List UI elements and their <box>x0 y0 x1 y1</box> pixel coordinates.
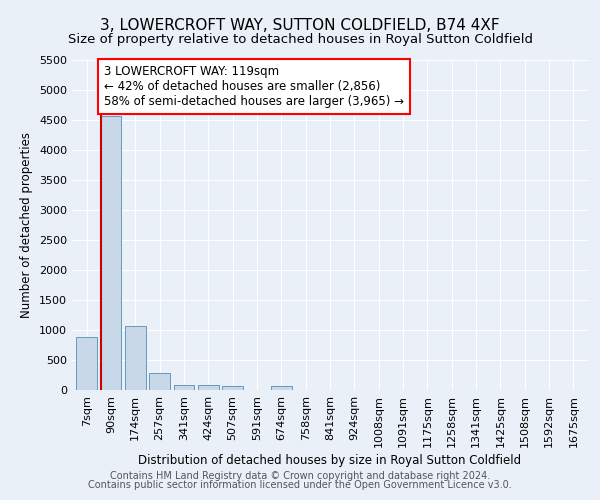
Text: Contains HM Land Registry data © Crown copyright and database right 2024.: Contains HM Land Registry data © Crown c… <box>110 471 490 481</box>
Text: Size of property relative to detached houses in Royal Sutton Coldfield: Size of property relative to detached ho… <box>67 32 533 46</box>
Bar <box>222 386 243 390</box>
Text: 3 LOWERCROFT WAY: 119sqm
← 42% of detached houses are smaller (2,856)
58% of sem: 3 LOWERCROFT WAY: 119sqm ← 42% of detach… <box>104 65 404 108</box>
Bar <box>101 116 121 390</box>
Bar <box>271 386 292 390</box>
Text: 3, LOWERCROFT WAY, SUTTON COLDFIELD, B74 4XF: 3, LOWERCROFT WAY, SUTTON COLDFIELD, B74… <box>100 18 500 32</box>
Bar <box>149 372 170 390</box>
Bar <box>125 326 146 390</box>
Y-axis label: Number of detached properties: Number of detached properties <box>20 132 34 318</box>
Text: Contains public sector information licensed under the Open Government Licence v3: Contains public sector information licen… <box>88 480 512 490</box>
Bar <box>76 337 97 390</box>
X-axis label: Distribution of detached houses by size in Royal Sutton Coldfield: Distribution of detached houses by size … <box>139 454 521 467</box>
Bar <box>198 385 218 390</box>
Bar <box>173 384 194 390</box>
